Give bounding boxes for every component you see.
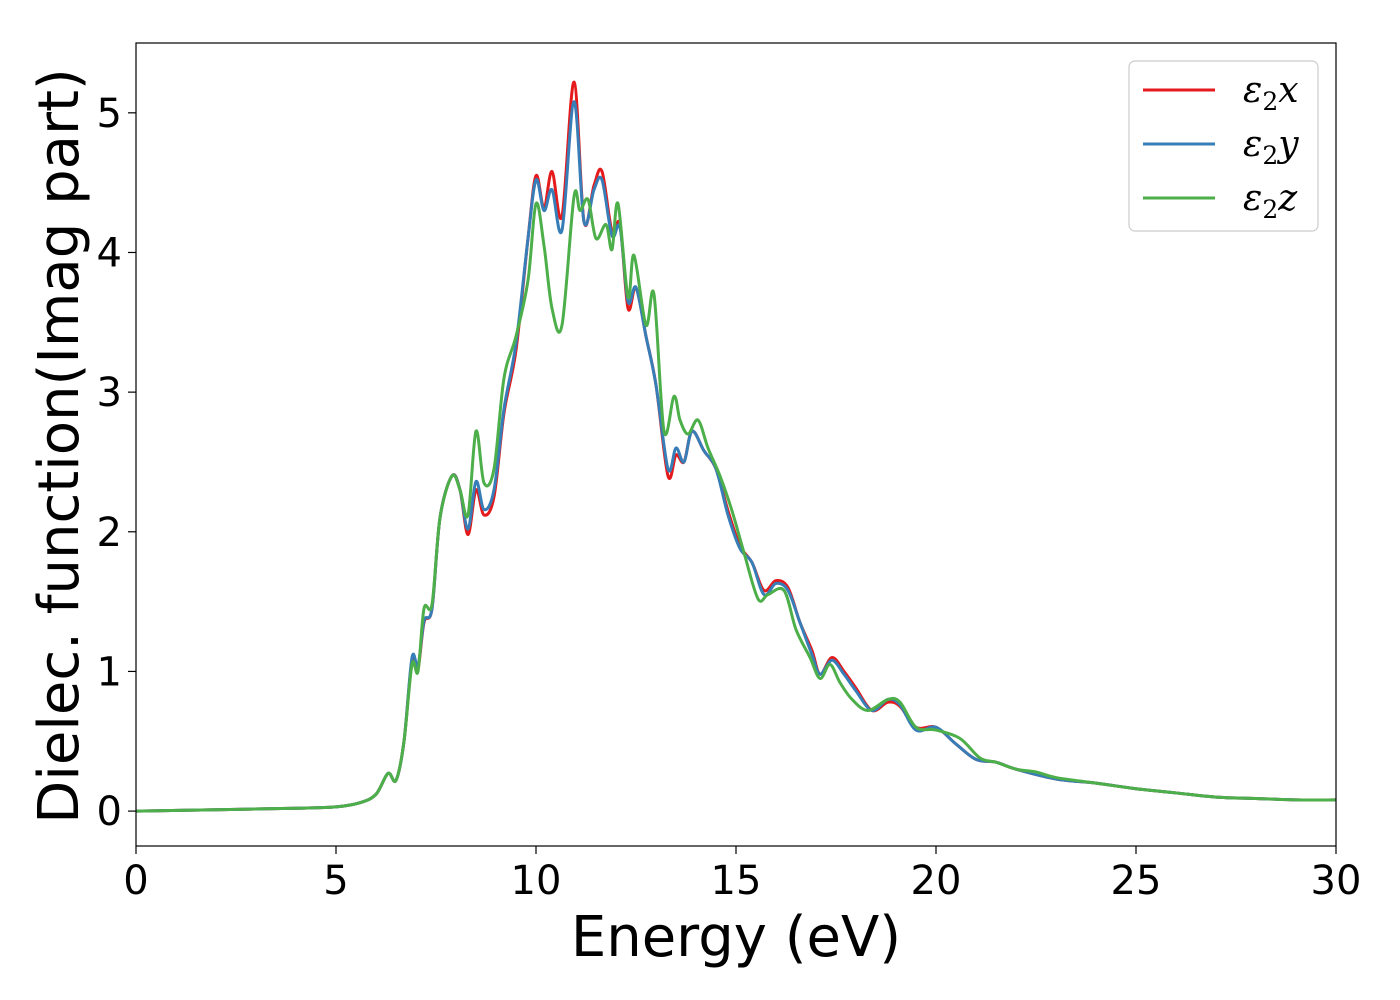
x-tick-label: 15 [711,858,762,904]
x-tick-label: 30 [1311,858,1362,904]
legend: ε2x ε2y ε2z [1128,60,1319,232]
series-layer [136,80,1336,813]
y-tick-label: 0 [97,789,122,835]
legend-box [1128,60,1319,232]
y-tick-label: 5 [97,91,122,137]
y-axis-label: Dielec. function(Imag part) [27,68,92,824]
x-axis: 0 5 10 15 20 25 30 [123,846,1361,904]
y-tick-label: 3 [97,370,122,416]
x-tick-label: 0 [123,858,148,904]
y-tick-label: 2 [97,510,122,556]
y-tick-label: 4 [97,230,122,276]
legend-label-y: ε2y [1243,124,1299,170]
legend-label-x: ε2x [1243,70,1299,116]
x-tick-label: 5 [323,858,348,904]
series-line-z [136,189,1336,813]
y-axis: 0 1 2 3 4 5 [97,91,136,835]
x-tick-label: 10 [511,858,562,904]
x-tick-label: 20 [911,858,962,904]
x-tick-label: 25 [1111,858,1162,904]
legend-label-z: ε2z [1243,178,1298,224]
series-line-y [136,100,1336,813]
x-axis-label: Energy (eV) [571,905,901,970]
y-tick-label: 1 [97,649,122,695]
